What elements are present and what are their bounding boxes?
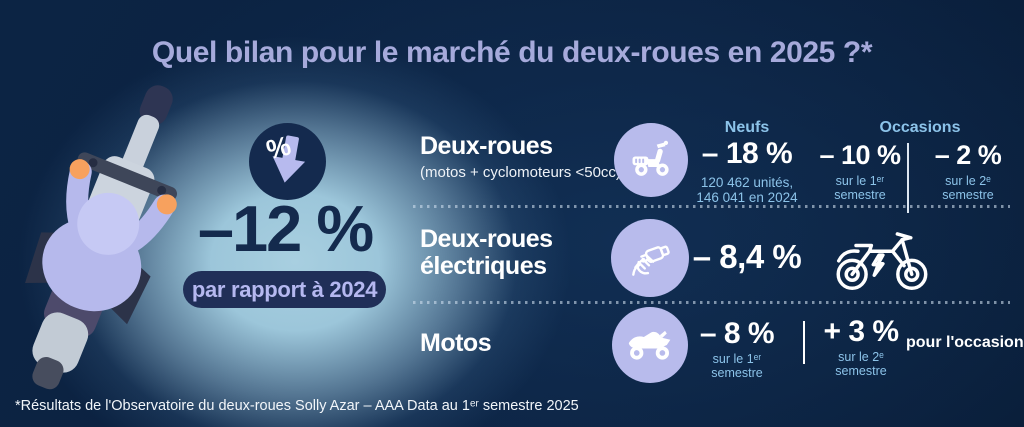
electriques-value: – 8,4 % xyxy=(692,238,802,275)
occasions-divider xyxy=(907,143,909,213)
row-deux-roues-subtitle: (motos + cyclomoteurs <50cc) xyxy=(420,164,621,181)
overall-change-value: –12 % xyxy=(197,192,374,265)
neufs-value: – 18 % xyxy=(701,137,793,170)
motos-s2-caption: sur le 2ᵉ semestre xyxy=(835,350,887,378)
charging-plug-icon xyxy=(611,219,689,297)
motos-s2-value: + 3 % xyxy=(823,315,899,348)
rider-top-view-illustration xyxy=(25,85,178,390)
down-arrow-icon xyxy=(272,135,306,183)
neufs-detail-1: 120 462 unités, xyxy=(700,175,794,190)
motos-s2-block: + 3 % sur le 2ᵉ semestre xyxy=(816,315,906,378)
occasions-header: Occasions xyxy=(879,119,961,136)
sport-motorcycle-glyph xyxy=(628,330,671,360)
row-electriques-title-line2: électriques xyxy=(420,252,547,280)
occasions-s2-column: – 2 % sur le 2ᵉ semestre xyxy=(920,140,1016,202)
motos-s1-block: – 8 % sur le 1ᵉʳ semestre xyxy=(690,317,784,380)
front-fork-shape xyxy=(121,114,160,174)
row-separator-2 xyxy=(413,301,1010,304)
motos-s1-value: – 8 % xyxy=(699,317,775,350)
row-electriques-label-block: Deux-roues électriques xyxy=(420,226,553,280)
charging-plug-glyph xyxy=(632,245,670,276)
occasions-s1-caption-1: sur le 1ᵉʳ xyxy=(835,174,885,188)
motos-s1-caption: sur le 1ᵉʳ semestre xyxy=(711,352,763,380)
scooter-icon xyxy=(614,123,688,197)
rear-wheel-shape xyxy=(32,356,64,390)
handlebar-shape xyxy=(77,152,178,201)
occasions-s2-caption-2: semestre xyxy=(942,187,994,202)
scooter-glyph xyxy=(632,140,669,176)
occasions-s2-caption-1: sur le 2ᵉ xyxy=(945,174,991,188)
row-motos-title: Motos xyxy=(420,329,492,357)
source-footnote: *Résultats de l'Observatoire du deux-rou… xyxy=(15,398,579,414)
motos-occasion-suffix: pour l'occasion xyxy=(906,334,1024,351)
row-electriques-title-line1: Deux-roues xyxy=(420,225,553,253)
motos-divider xyxy=(803,321,805,364)
occasions-s1-column: – 10 % sur le 1ᵉʳ semestre xyxy=(812,140,908,202)
row-deux-roues-title: Deux-roues xyxy=(420,132,553,160)
comparison-pill: par rapport à 2024 xyxy=(183,271,386,308)
row-deux-roues-label-block: Deux-roues (motos + cyclomoteurs <50cc) xyxy=(420,132,621,182)
left-mirror-shape xyxy=(88,158,98,168)
percent-down-badge: % xyxy=(249,123,326,200)
occasions-s1-value: – 10 % xyxy=(819,140,901,170)
rider-left-hand-shape xyxy=(69,159,90,180)
page-title: Quel bilan pour le marché du deux-roues … xyxy=(151,36,873,69)
occasions-s2-value: – 2 % xyxy=(934,140,1002,170)
neufs-header: Neufs xyxy=(724,119,770,136)
row-separator-1 xyxy=(413,205,1010,208)
neufs-detail-2: 146 041 en 2024 xyxy=(696,190,798,205)
sport-motorcycle-icon xyxy=(612,307,688,383)
right-mirror-shape xyxy=(157,185,167,195)
neufs-column: Neufs – 18 % 120 462 unités, 146 041 en … xyxy=(686,119,808,205)
rider-right-hand-shape xyxy=(156,194,177,215)
electric-motorcycle-icon xyxy=(836,232,928,290)
rider-helmet-shape xyxy=(77,192,140,255)
occasions-s1-caption-2: semestre xyxy=(834,187,886,202)
comparison-label: par rapport à 2024 xyxy=(191,276,378,302)
